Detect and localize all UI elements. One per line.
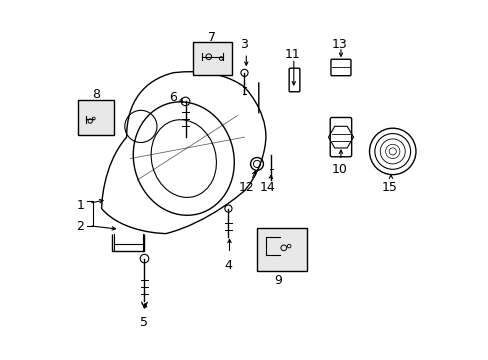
Text: 3: 3: [240, 38, 248, 51]
FancyBboxPatch shape: [78, 100, 114, 135]
FancyBboxPatch shape: [257, 228, 306, 271]
FancyBboxPatch shape: [192, 42, 231, 75]
Text: 8: 8: [92, 88, 100, 101]
Text: 10: 10: [330, 163, 346, 176]
Text: 15: 15: [381, 181, 396, 194]
Text: 1: 1: [76, 198, 84, 212]
Text: 9: 9: [274, 274, 282, 287]
Text: 4: 4: [224, 259, 232, 272]
Text: 5: 5: [140, 316, 147, 329]
Text: 11: 11: [285, 49, 300, 62]
Text: 13: 13: [330, 38, 346, 51]
Text: 12: 12: [238, 181, 254, 194]
Text: 6: 6: [169, 91, 177, 104]
Text: 2: 2: [76, 220, 84, 233]
Text: 7: 7: [208, 31, 216, 44]
Text: 14: 14: [259, 181, 275, 194]
